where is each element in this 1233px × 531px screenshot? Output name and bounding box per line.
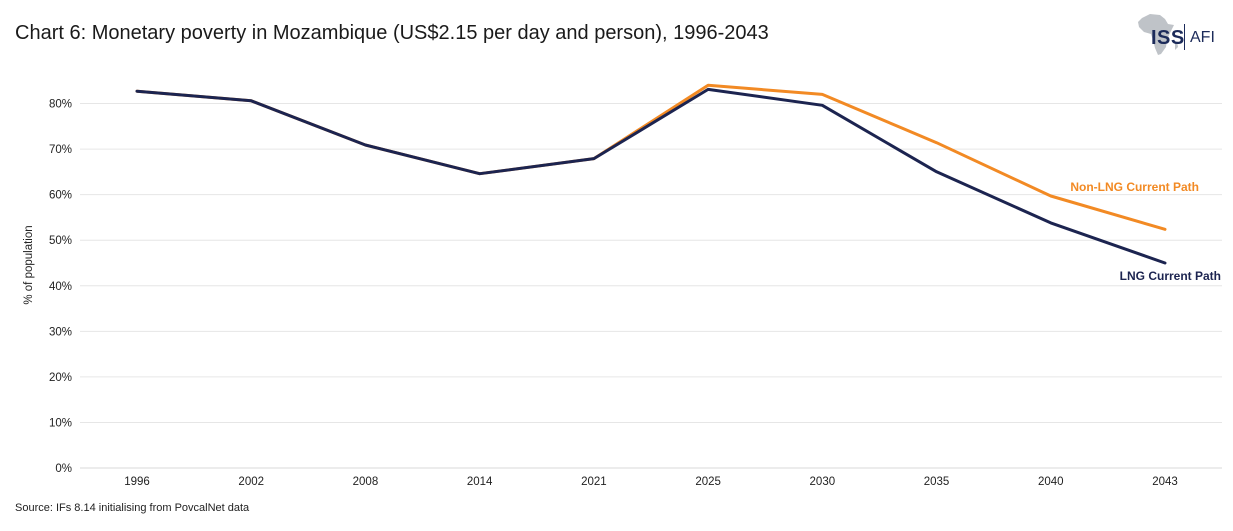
series-label-lng-current-path: LNG Current Path — [1120, 269, 1221, 283]
x-tick-label: 2035 — [924, 476, 950, 488]
x-tick-label: 2021 — [581, 476, 607, 488]
x-tick-labels: 1996 2002 2008 2014 2021 2025 2030 2035 2040 2043 — [124, 476, 1178, 488]
logo-divider — [1184, 24, 1185, 50]
x-tick-label: 1996 — [124, 476, 150, 488]
x-tick-label: 2040 — [1038, 476, 1064, 488]
y-tick-labels: 0% 10% 20% 30% 40% 50% 60% 70% 80% — [49, 99, 72, 476]
y-tick-label: 40% — [49, 281, 72, 293]
y-tick-label: 80% — [49, 99, 72, 111]
x-tick-label: 2030 — [810, 476, 836, 488]
x-tick-label: 2043 — [1152, 476, 1178, 488]
y-tick-label: 20% — [49, 372, 72, 384]
y-tick-label: 10% — [49, 417, 72, 429]
logo-iss-text: ISS — [1151, 27, 1185, 49]
series-lines — [135, 83, 1167, 265]
iss-afi-logo: ISS AFI — [1134, 10, 1224, 58]
africa-map-icon — [1138, 14, 1178, 55]
x-tick-label: 2025 — [695, 476, 721, 488]
y-tick-label: 50% — [49, 235, 72, 247]
series-line-lng-current-path — [135, 87, 1167, 265]
x-tick-label: 2008 — [353, 476, 379, 488]
gridlines — [80, 103, 1222, 469]
x-tick-label: 2014 — [467, 476, 493, 488]
y-tick-label: 70% — [49, 144, 72, 156]
logo-afi-text: AFI — [1190, 29, 1215, 46]
y-tick-label: 30% — [49, 326, 72, 338]
series-label-non-lng-current-path: Non-LNG Current Path — [1070, 180, 1199, 194]
series-labels: Non-LNG Current Path LNG Current Path — [1070, 180, 1221, 283]
series-line-non-lng-current-path — [135, 83, 1167, 231]
x-tick-label: 2002 — [238, 476, 264, 488]
y-axis-title: % of population — [23, 225, 35, 304]
chart-title: Chart 6: Monetary poverty in Mozambique … — [15, 22, 769, 44]
y-tick-label: 0% — [55, 463, 72, 475]
y-tick-label: 60% — [49, 190, 72, 202]
source-note: Source: IFs 8.14 initialising from Povca… — [15, 502, 250, 514]
